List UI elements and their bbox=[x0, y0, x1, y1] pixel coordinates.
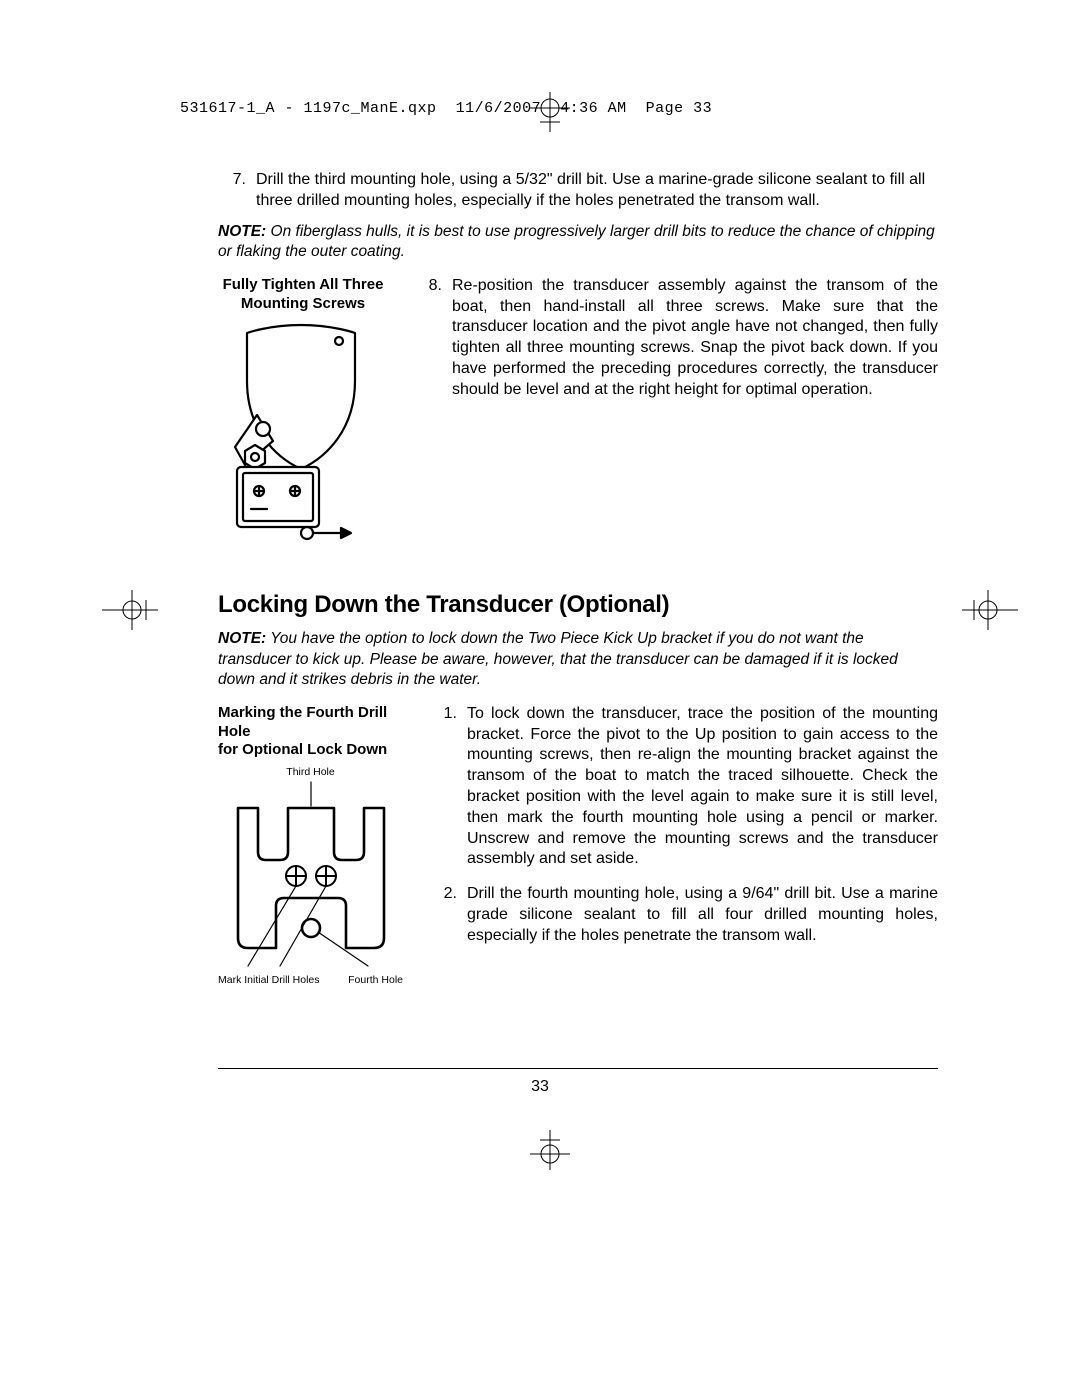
step-number: 7. bbox=[218, 170, 256, 212]
note-label: NOTE: bbox=[218, 630, 266, 647]
figure-steps-row-2: Marking the Fourth Drill Hole for Option… bbox=[218, 704, 938, 986]
transducer-assembly-illustration bbox=[223, 319, 383, 549]
note-text: You have the option to lock down the Two… bbox=[218, 630, 898, 687]
step-number: 1. bbox=[429, 704, 467, 870]
crop-mark-right bbox=[962, 582, 1018, 638]
figure-1: Fully Tighten All Three Mounting Screws bbox=[218, 276, 388, 550]
qxp-page: Page 33 bbox=[646, 100, 713, 117]
footer-rule bbox=[218, 1068, 938, 1069]
qxp-date: 11/6/2007 bbox=[456, 100, 542, 117]
note-lockdown: NOTE: You have the option to lock down t… bbox=[218, 629, 938, 689]
qxp-time: 4:36 AM bbox=[560, 100, 627, 117]
section-heading: Locking Down the Transducer (Optional) bbox=[218, 591, 938, 619]
step-8-col: 8. Re-position the transducer assembly a… bbox=[414, 276, 938, 411]
figure-2-caption: Marking the Fourth Drill Hole for Option… bbox=[218, 704, 403, 760]
step-8: 8. Re-position the transducer assembly a… bbox=[414, 276, 938, 401]
figure-1-caption-l1: Fully Tighten All Three bbox=[223, 276, 384, 293]
figure-2: Marking the Fourth Drill Hole for Option… bbox=[218, 704, 403, 986]
lockdown-step-2: 2. Drill the fourth mounting hole, using… bbox=[429, 884, 938, 946]
step-text: To lock down the transducer, trace the p… bbox=[467, 704, 938, 870]
bracket-drill-holes-illustration bbox=[226, 780, 396, 970]
qxp-header: 531617-1_A - 1197c_ManE.qxp 11/6/2007 4:… bbox=[180, 100, 712, 117]
figure-2-bl-label: Mark Initial Drill Holes bbox=[218, 974, 320, 986]
figure-2-br-label: Fourth Hole bbox=[348, 974, 403, 986]
step-7: 7. Drill the third mounting hole, using … bbox=[218, 170, 938, 212]
manual-page: 531617-1_A - 1197c_ManE.qxp 11/6/2007 4:… bbox=[0, 0, 1080, 1397]
step-text: Drill the third mounting hole, using a 5… bbox=[256, 170, 938, 212]
crop-mark-left bbox=[102, 582, 158, 638]
step-number: 8. bbox=[414, 276, 452, 401]
lockdown-steps-col: 1. To lock down the transducer, trace th… bbox=[429, 704, 938, 957]
figure-2-caption-l2: for Optional Lock Down bbox=[218, 741, 387, 758]
figure-2-bottom-labels: Mark Initial Drill Holes Fourth Hole bbox=[218, 974, 403, 986]
page-content: 7. Drill the third mounting hole, using … bbox=[218, 170, 938, 986]
note-text: On fiberglass hulls, it is best to use p… bbox=[218, 223, 935, 260]
step-text: Drill the fourth mounting hole, using a … bbox=[467, 884, 938, 946]
figure-2-caption-l1: Marking the Fourth Drill Hole bbox=[218, 704, 387, 740]
figure-step8-row: Fully Tighten All Three Mounting Screws bbox=[218, 276, 938, 550]
step-text: Re-position the transducer assembly agai… bbox=[452, 276, 938, 401]
qxp-filename: 531617-1_A - 1197c_ManE.qxp bbox=[180, 100, 437, 117]
note-fiberglass: NOTE: On fiberglass hulls, it is best to… bbox=[218, 222, 938, 262]
figure-2-top-label: Third Hole bbox=[218, 766, 403, 778]
figure-1-caption-l2: Mounting Screws bbox=[241, 295, 365, 312]
note-label: NOTE: bbox=[218, 223, 266, 240]
figure-1-caption: Fully Tighten All Three Mounting Screws bbox=[218, 276, 388, 314]
step-number: 2. bbox=[429, 884, 467, 946]
page-number: 33 bbox=[0, 1078, 1080, 1096]
lockdown-step-1: 1. To lock down the transducer, trace th… bbox=[429, 704, 938, 870]
crop-mark-bottom bbox=[522, 1130, 578, 1186]
